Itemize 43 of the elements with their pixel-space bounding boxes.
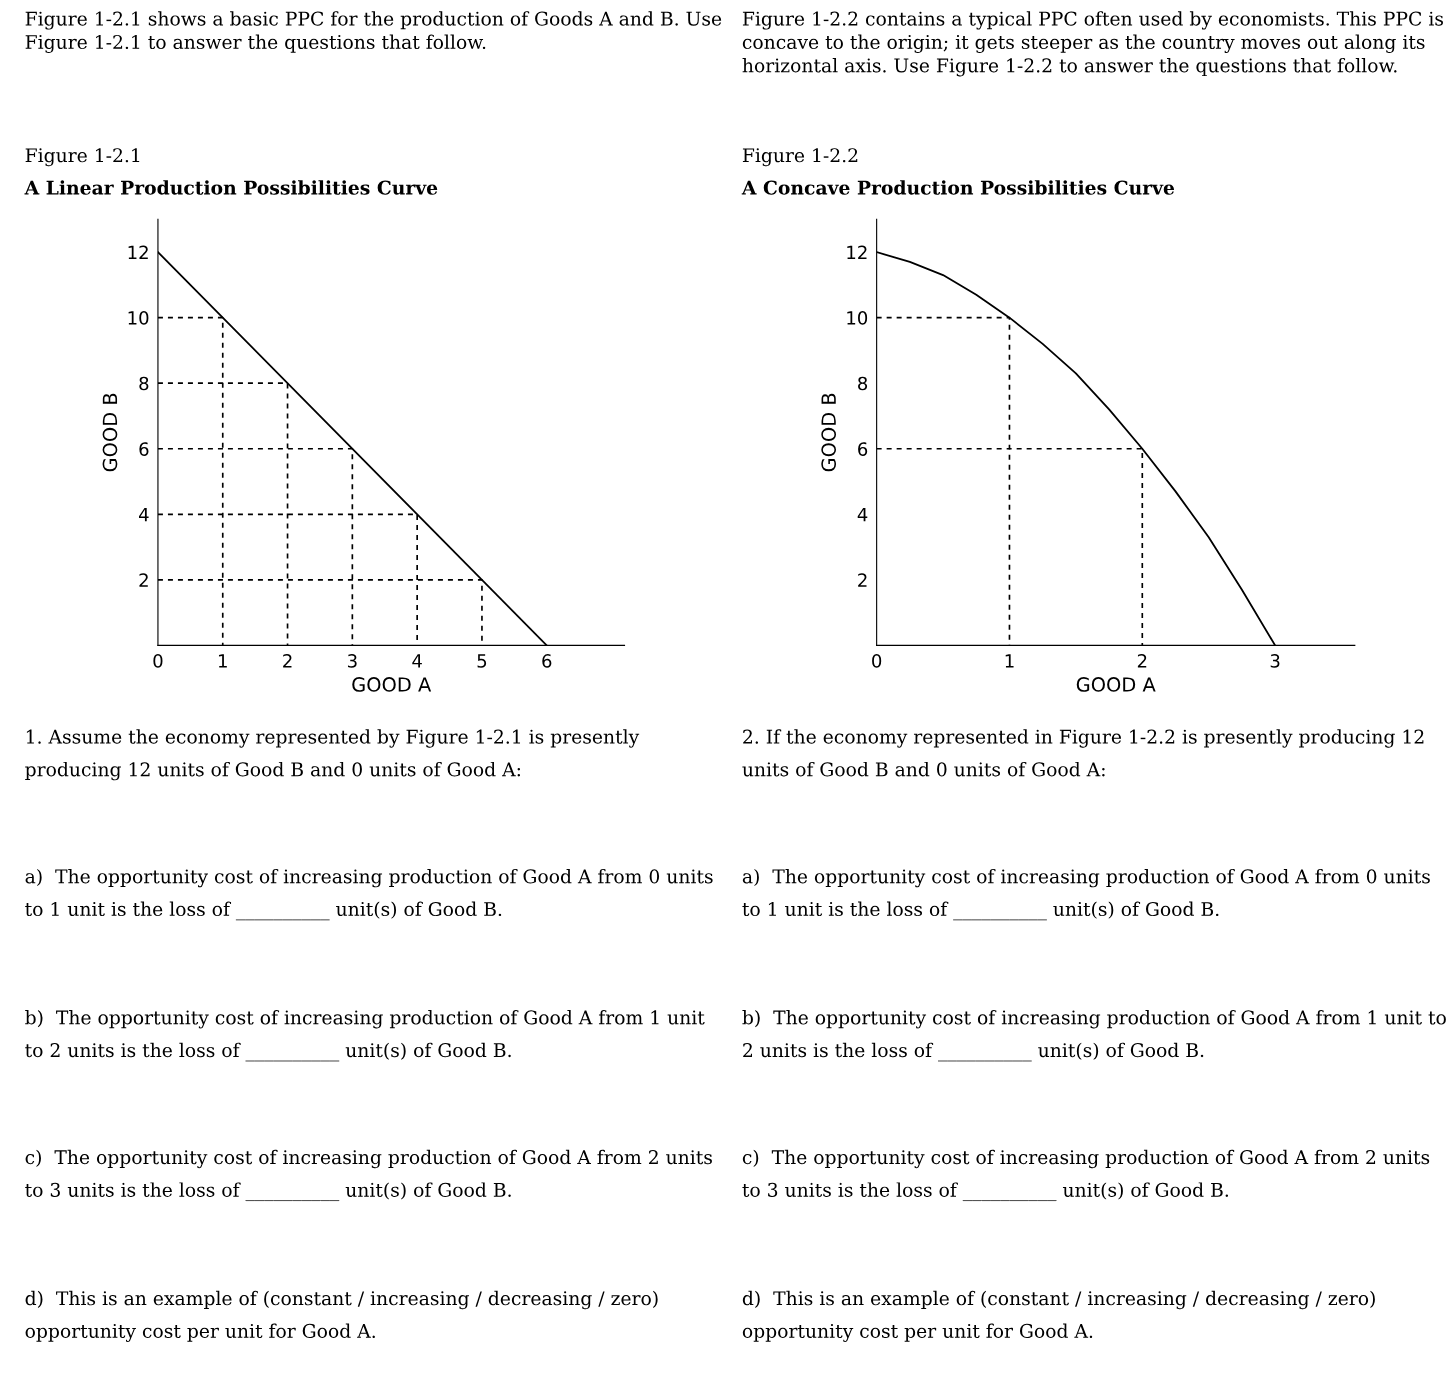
x-tick-label: 4 bbox=[412, 654, 422, 668]
x-tick-label: 2 bbox=[1137, 654, 1147, 668]
y-tick-label: 8 bbox=[858, 376, 868, 391]
x-axis-title: GOOD A bbox=[1076, 677, 1156, 692]
x-tick-label: 2 bbox=[283, 654, 292, 668]
y-tick-label: 12 bbox=[128, 245, 148, 259]
x-tick-label: 3 bbox=[1270, 654, 1280, 668]
y-tick-label: 6 bbox=[139, 442, 149, 456]
text: d) This is an example of (constant / increasing / decreasing / zero) opportunity cost per unit for Good A. bbox=[25, 1290, 658, 1342]
x-tick-label: 0 bbox=[872, 654, 882, 668]
x-axis-title: GOOD A bbox=[352, 677, 432, 692]
chart-subtitle: Figure 1-2.1 bbox=[25, 148, 140, 167]
y-tick-label: 12 bbox=[847, 245, 867, 259]
text: c) The opportunity cost of increasing production of Good A from 2 units to 3 units is the loss of __________ unit(s) of Good B. bbox=[25, 1149, 712, 1202]
caption: Figure 1-2.1 shows a basic PPC for the production of Goods A and B. Use Figure 1-2.1 to answer the questions that follow. bbox=[25, 11, 722, 53]
y-tick-label: 10 bbox=[128, 311, 149, 325]
y-tick-label: 2 bbox=[858, 573, 867, 587]
text: 1. Assume the economy represented by Figure 1-2.1 is presently producing 12 units of Good B and 0 units of Good A: bbox=[25, 729, 640, 781]
text: c) The opportunity cost of increasing production of Good A from 2 units to 3 units is the loss of __________ unit(s) of Good B. bbox=[742, 1149, 1430, 1202]
x-tick-label: 5 bbox=[477, 654, 487, 668]
chart-subtitle: Figure 1-2.2 bbox=[742, 148, 858, 167]
y-axis-title: GOOD B bbox=[821, 393, 837, 472]
text: a) The opportunity cost of increasing production of Good A from 0 units to 1 unit is the loss of __________ unit(s) of Good B. bbox=[742, 868, 1430, 921]
text: a) The opportunity cost of increasing production of Good A from 0 units to 1 unit is the loss of __________ unit(s) of Good B. bbox=[25, 868, 713, 921]
x-tick-label: 1 bbox=[1005, 654, 1014, 668]
text: b) The opportunity cost of increasing production of Good A from 1 unit to 2 units is the loss of __________ unit(s) of Good B. bbox=[25, 1010, 705, 1062]
y-tick-label: 2 bbox=[139, 573, 148, 587]
x-tick-label: 1 bbox=[218, 654, 227, 668]
chart-title: A Linear Production Possibilities Curve bbox=[24, 180, 438, 195]
y-tick-label: 4 bbox=[857, 508, 868, 522]
x-tick-label: 6 bbox=[542, 654, 552, 668]
chart-title: A Concave Production Possibilities Curve bbox=[741, 180, 1175, 195]
y-tick-label: 6 bbox=[858, 442, 868, 456]
text: d) This is an example of (constant / increasing / decreasing / zero) opportunity cost per unit for Good A. bbox=[742, 1290, 1375, 1342]
text: b) The opportunity cost of increasing production of Good A from 1 unit to 2 units is the loss of __________ unit(s) of Good B. bbox=[742, 1010, 1446, 1062]
y-tick-label: 8 bbox=[139, 376, 149, 391]
x-tick-label: 3 bbox=[347, 654, 357, 668]
y-tick-label: 10 bbox=[847, 311, 868, 325]
x-tick-label: 0 bbox=[153, 654, 163, 668]
y-tick-label: 4 bbox=[139, 508, 149, 522]
caption: Figure 1-2.2 contains a typical PPC often used by economists. This PPC is concave to the origin; it gets steeper as the country moves out along its horizontal axis. Use Figure 1-2.2 to answer the questions that follow. bbox=[742, 11, 1443, 77]
text: 2. If the economy represented in Figure 1-2.2 is presently producing 12 units of Good B and 0 units of Good A: bbox=[742, 729, 1424, 777]
y-axis-title: GOOD B bbox=[102, 393, 118, 472]
